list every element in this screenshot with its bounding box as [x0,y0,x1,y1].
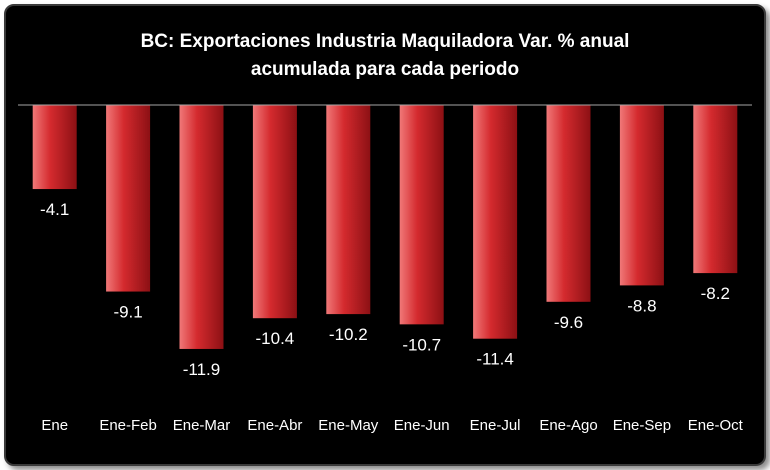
chart-title-line-2: acumulada para cada periodo [250,59,520,80]
x-tick-ene-ago: Ene-Ago [539,417,597,434]
x-tick-ene-sep: Ene-Sep [613,417,671,434]
x-tick-ene-feb: Ene-Feb [99,417,157,434]
bar-series [32,105,738,349]
data-label-ene-jun: -10.7 [402,335,441,354]
x-tick-ene: Ene [41,417,68,434]
data-label-ene-feb: -9.1 [113,303,142,322]
bar-ene [32,105,77,190]
bar-ene-sep [619,105,664,286]
data-label-ene: -4.1 [40,200,69,219]
bar-ene-mar [179,105,224,349]
x-tick-ene-abr: Ene-Abr [247,417,302,434]
bar-ene-ago [546,105,591,302]
bar-ene-oct [693,105,738,274]
x-tick-ene-mar: Ene-Mar [173,417,231,434]
data-label-ene-sep: -8.8 [627,296,656,315]
x-tick-labels: Ene Ene-Feb Ene-Mar Ene-Abr Ene-May Ene-Jun En… [41,417,743,434]
x-tick-ene-oct: Ene-Oct [688,417,744,434]
data-label-ene-abr: -10.4 [256,329,295,348]
chart-title: BC: Exportaciones Industria Maquiladora … [6,28,764,84]
x-tick-ene-may: Ene-May [318,417,379,434]
chart-title-line-1: BC: Exportaciones Industria Maquiladora … [140,31,630,52]
bar-ene-jun [399,105,444,325]
data-label-ene-may: -10.2 [329,325,368,344]
data-label-ene-ago: -9.6 [554,313,583,332]
bar-ene-abr [252,105,297,319]
bar-chart: -4.1 -9.1 -11.9 -10.4 -10.2 -10.7 -11.4 -9.6 -8.… [18,104,752,434]
x-tick-ene-jul: Ene-Jul [470,417,521,434]
data-label-ene-jul: -11.4 [476,350,514,369]
bar-ene-feb [106,105,151,292]
bar-ene-may [326,105,371,315]
x-tick-ene-jun: Ene-Jun [394,417,450,434]
data-label-ene-oct: -8.2 [701,284,730,303]
chart-area: BC: Exportaciones Industria Maquiladora … [4,4,766,466]
data-label-ene-mar: -11.9 [183,360,221,379]
bar-ene-jul [473,105,518,339]
data-labels: -4.1 -9.1 -11.9 -10.4 -10.2 -10.7 -11.4 -9.6 -8.… [40,200,730,379]
